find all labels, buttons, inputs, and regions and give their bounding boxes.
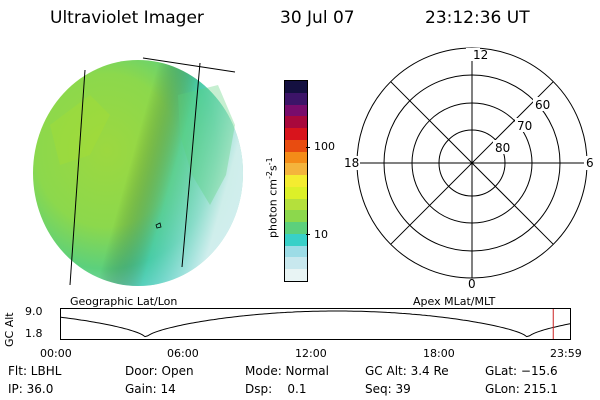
colorbar-swatch	[285, 104, 307, 117]
info-gc-alt: GC Alt: 3.4 Re	[365, 364, 449, 378]
info-door: Door: Open	[125, 364, 194, 378]
colorbar-swatch	[285, 175, 307, 187]
colorbar-swatch	[285, 233, 307, 246]
lat-label-70: 70	[517, 119, 532, 133]
colorbar	[284, 80, 308, 282]
colorbar-swatch	[285, 245, 307, 258]
colorbar-tick-10: 10	[314, 228, 328, 241]
polar-plot: 12 18 6 0 60 70 80	[342, 47, 596, 290]
meridian-line	[181, 62, 201, 268]
colorbar-swatch	[285, 151, 307, 164]
meridian-line	[69, 69, 86, 286]
colorbar-swatch	[285, 198, 307, 211]
colorbar-swatch	[285, 222, 307, 234]
mlt-label-12: 12	[473, 48, 488, 62]
colorbar-swatch	[285, 210, 307, 223]
info-ip: IP: 36.0	[8, 382, 54, 396]
date-label: 30 Jul 07	[280, 8, 355, 28]
apex-label: Apex MLat/MLT	[413, 295, 496, 308]
colorbar-swatch	[285, 257, 307, 270]
info-gain: Gain: 14	[125, 382, 176, 396]
colorbar-swatch	[285, 92, 307, 105]
lat-label-60: 60	[535, 98, 550, 112]
uv-image-panel	[33, 57, 243, 286]
info-dsp: Dsp: 0.1	[245, 382, 307, 396]
colorbar-swatch	[285, 80, 307, 93]
time-tick-2359: 23:59	[550, 347, 582, 360]
info-glat: GLat: −15.6	[485, 364, 558, 378]
info-mode: Mode: Normal	[245, 364, 329, 378]
time-tick-0600: 06:00	[167, 347, 199, 360]
boundary-line	[142, 57, 236, 73]
info-glon: GLon: 215.1	[485, 382, 558, 396]
mlt-label-0: 0	[468, 277, 476, 290]
mlt-label-6: 6	[586, 156, 594, 170]
altitude-ylabel: GC Alt	[3, 312, 16, 347]
altitude-plot	[60, 308, 571, 340]
info-seq: Seq: 39	[365, 382, 411, 396]
colorbar-swatch	[285, 269, 307, 281]
altitude-ytick-9: 9.0	[25, 305, 43, 318]
lat-label-80: 80	[495, 141, 510, 155]
time-tick-0000: 00:00	[40, 347, 72, 360]
colorbar-swatch	[285, 128, 307, 140]
time-label: 23:12:36 UT	[425, 8, 530, 28]
time-tick-1200: 12:00	[295, 347, 327, 360]
mlt-label-18: 18	[344, 156, 359, 170]
instrument-title: Ultraviolet Imager	[50, 8, 204, 28]
colorbar-swatch	[285, 163, 307, 176]
time-tick-1800: 18:00	[423, 347, 455, 360]
geographic-label: Geographic Lat/Lon	[70, 295, 178, 308]
colorbar-swatch	[285, 116, 307, 129]
colorbar-swatch	[285, 186, 307, 199]
colorbar-unit-label: photon cm-2s-1	[265, 157, 280, 238]
colorbar-tick-100: 100	[314, 140, 335, 153]
info-flt: Flt: LBHL	[8, 364, 62, 378]
altitude-curve	[60, 310, 571, 338]
colorbar-swatch	[285, 139, 307, 152]
altitude-ytick-1-8: 1.8	[25, 327, 43, 340]
